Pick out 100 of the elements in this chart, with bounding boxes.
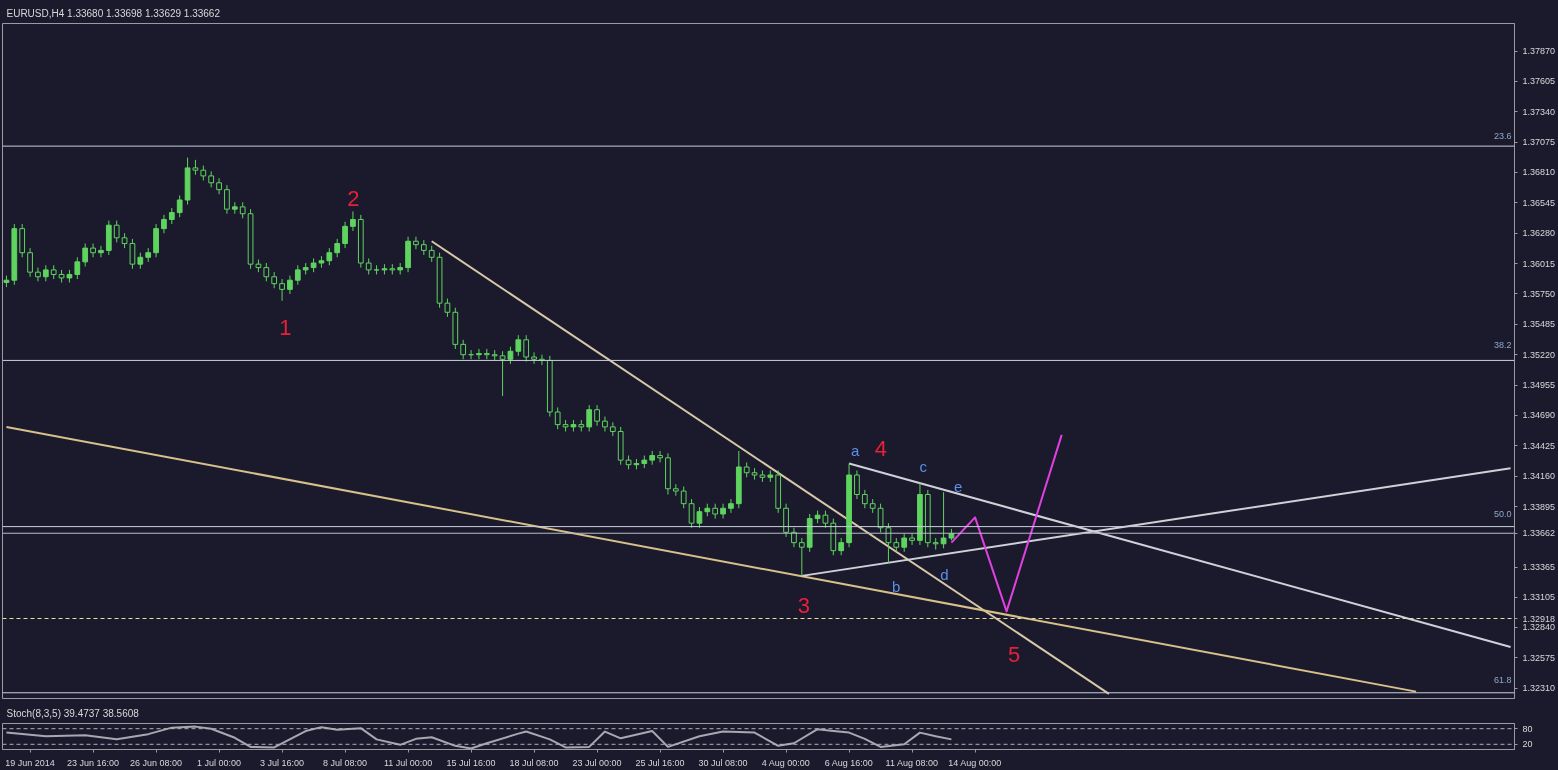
category-label: 23 Jun 16:00 (67, 757, 120, 768)
annotation: d (940, 566, 949, 584)
category-label: 3 Jul 16:00 (260, 757, 305, 768)
candlestick (413, 236, 419, 250)
category-label: 18 Jul 08:00 (509, 757, 559, 768)
candlestick (334, 238, 341, 258)
candlestick (98, 245, 104, 258)
y-tick-label: 1.35485 (1522, 319, 1556, 330)
candlestick (657, 450, 663, 463)
annotation: 23.6 (1493, 130, 1512, 141)
y-tick-label: 1.37870 (1522, 46, 1556, 56)
candlestick (877, 503, 884, 533)
category-label: 23 Jul 00:00 (572, 757, 622, 768)
candlestick (885, 522, 892, 564)
annotation: 5 (1007, 642, 1021, 668)
y-tick-label: 1.35750 (1522, 288, 1556, 299)
y-tick-label: 1.36280 (1522, 228, 1556, 239)
category-label: 8 Jul 08:00 (323, 757, 368, 768)
candlestick (720, 503, 726, 520)
category-label: 4 Aug 00:00 (761, 757, 810, 768)
candlestick (861, 489, 868, 509)
candlestick (909, 532, 915, 546)
annotation: e (953, 477, 963, 495)
candlestick (294, 264, 301, 286)
category-label: 14 Aug 00:00 (948, 757, 1002, 768)
y-tick-label: 1.35220 (1522, 349, 1556, 360)
category-label: 15 Jul 16:00 (446, 757, 496, 768)
y-tick-label: 1.32575 (1522, 652, 1556, 663)
candlestick (531, 351, 537, 365)
candlestick (176, 194, 183, 218)
candlestick (74, 256, 81, 280)
candlestick (350, 210, 356, 232)
category-label: 11 Jul 00:00 (383, 757, 433, 768)
line-series (950, 433, 1063, 613)
candlestick (35, 267, 41, 282)
candlestick (940, 491, 947, 549)
annotation: b (891, 577, 901, 595)
category-label: 6 Aug 16:00 (824, 757, 873, 768)
candlestick (523, 334, 530, 363)
candlestick (901, 532, 908, 553)
category-label: 30 Jul 08:00 (698, 757, 748, 768)
annotation: 3 (797, 592, 810, 618)
candlestick (90, 243, 96, 258)
candlestick (113, 220, 120, 243)
y-tick-label: 1.36810 (1522, 167, 1556, 178)
y-tick-label: 1.33895 (1522, 501, 1556, 512)
y-tick-label: 1.33105 (1522, 592, 1556, 603)
y-tick-label: 1.34955 (1522, 380, 1556, 391)
candlestick (444, 298, 451, 318)
candlestick (224, 184, 230, 215)
candlestick (216, 177, 222, 195)
candlestick (460, 339, 467, 360)
candlestick (515, 334, 522, 357)
chart-title: Stoch(8,3,5) 39.4737 38.5608 (6, 707, 140, 719)
category-label: 1 Jul 00:00 (197, 757, 242, 768)
category-label: 19 Jun 2014 (5, 757, 55, 768)
category-label: 26 Jun 08:00 (130, 757, 183, 768)
y-tick-label: 1.37605 (1522, 76, 1556, 87)
candlestick (263, 262, 270, 282)
candlestick (82, 243, 89, 267)
y-tick-label: 1.33662 (1522, 528, 1556, 539)
annotation: 50.0 (1493, 508, 1512, 519)
y-tick-label: 1.32310 (1522, 683, 1556, 694)
candlestick (798, 537, 805, 577)
y-tick-label: 1.34160 (1522, 471, 1556, 482)
annotation: 2 (347, 185, 360, 211)
y-tick-label: 1.37075 (1522, 137, 1556, 148)
annotation: c (919, 458, 928, 476)
candlestick (594, 404, 600, 427)
y-tick-label: 1.32918 (1522, 613, 1556, 624)
y-tick-label: 1.36015 (1522, 258, 1556, 269)
y-tick-label: 1.34690 (1522, 410, 1556, 421)
candlestick (287, 275, 293, 295)
y-tick-label: 80 (1522, 723, 1533, 734)
y-tick-label: 1.36545 (1522, 197, 1556, 208)
category-label: 25 Jul 16:00 (635, 757, 685, 768)
chart-title: EURUSD,H4 1.33680 1.33698 1.33629 1.33662 (6, 7, 221, 19)
y-tick-label: 1.32840 (1522, 622, 1556, 633)
annotation: a (851, 442, 861, 460)
candlestick (854, 469, 860, 500)
y-tick-label: 1.34425 (1522, 440, 1556, 451)
candlestick (932, 537, 939, 551)
candlestick (161, 214, 167, 234)
candlestick (586, 404, 593, 432)
candlestick (728, 498, 734, 514)
candlestick (279, 278, 285, 302)
candlestick (476, 348, 482, 360)
y-tick-label: 1.33365 (1522, 562, 1556, 573)
candlestick (791, 527, 797, 548)
candlestick (342, 221, 348, 249)
annotation: 1 (279, 315, 292, 341)
annotation: 4 (874, 436, 888, 462)
candlestick (680, 485, 687, 509)
category-label: 11 Aug 08:00 (885, 757, 939, 768)
candlestick (554, 406, 561, 430)
y-tick-label: 1.37340 (1522, 106, 1556, 117)
y-tick-label: 20 (1522, 739, 1533, 750)
candlestick (27, 247, 33, 278)
annotation: 38.2 (1493, 340, 1512, 351)
annotation: 61.8 (1493, 674, 1512, 685)
